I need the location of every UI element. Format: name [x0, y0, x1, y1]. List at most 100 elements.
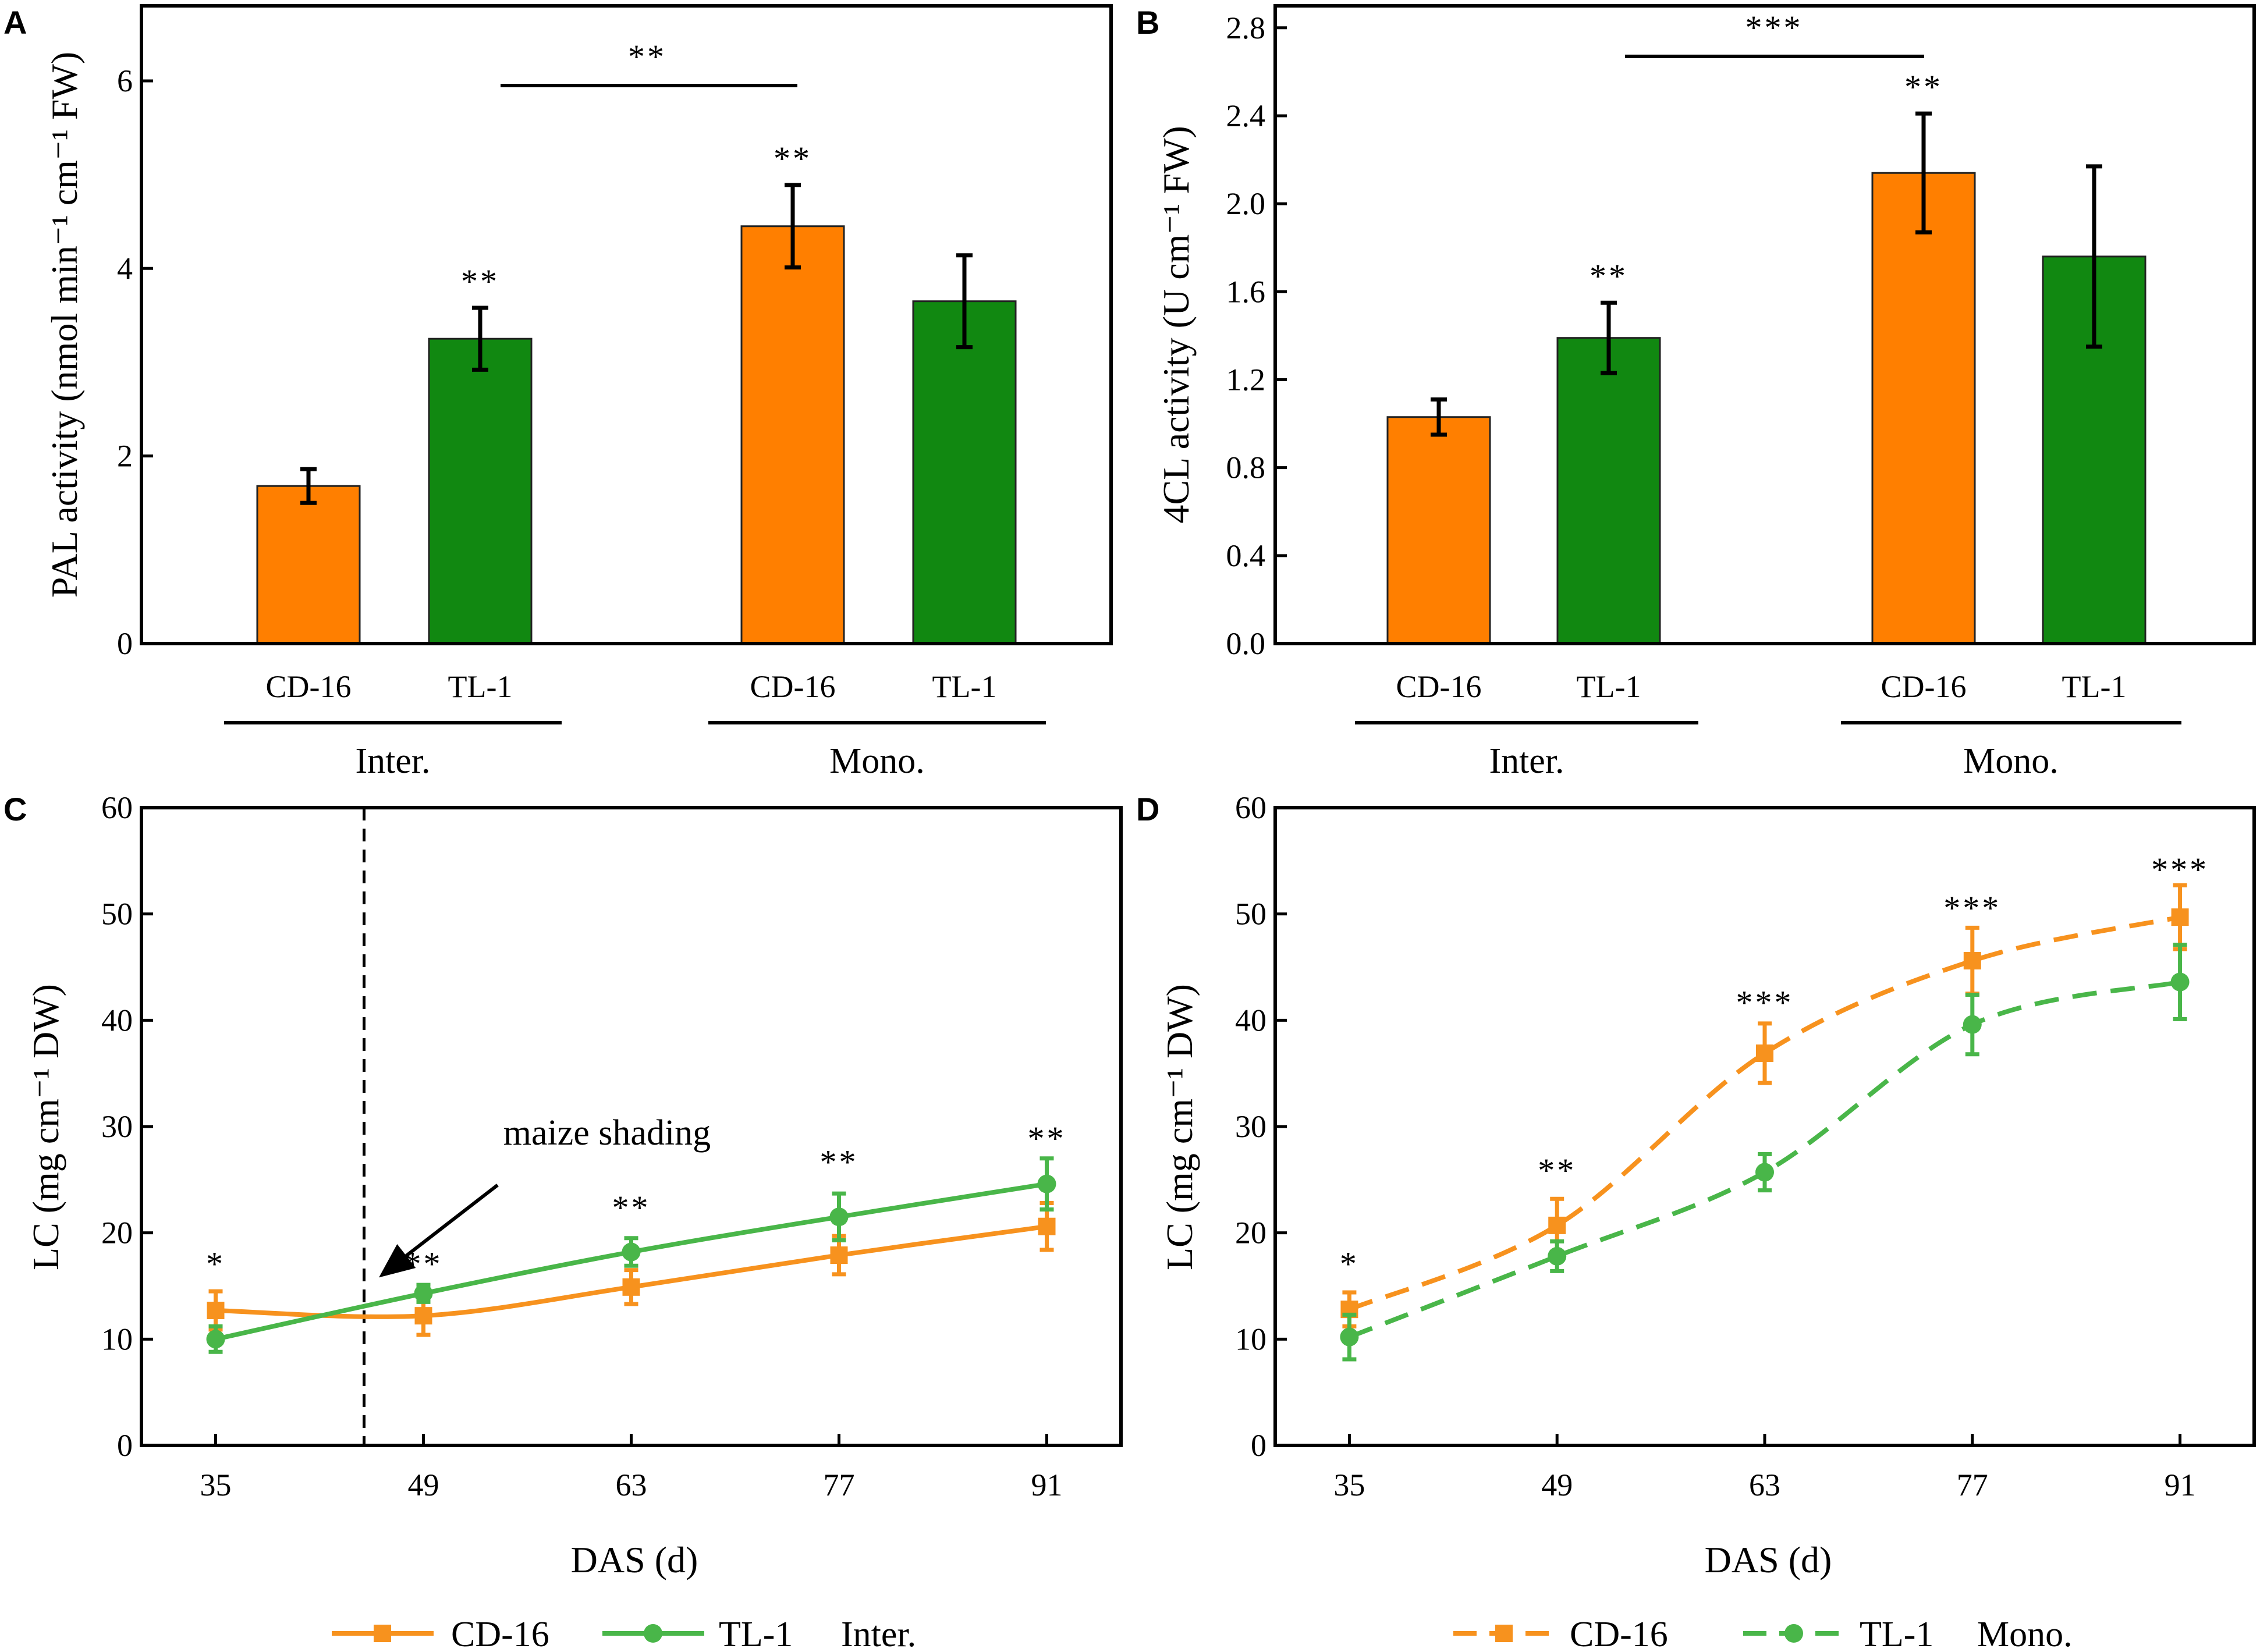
panel-c-annotation-layer: [363, 808, 499, 1445]
series-line-cd-16: [1348, 915, 2181, 1312]
y-tick-label: 1.2: [1226, 362, 1266, 397]
bar-tl-1-inter: [428, 337, 533, 645]
data-point-square: [414, 1307, 432, 1325]
panel-d-axes: 0 10 20 30 40 50 60 35 49 63 77 91: [1235, 790, 2196, 1502]
maize-shading-arrow-head: [379, 1244, 416, 1278]
panel-c-maize-shading-label: maize shading: [503, 1113, 711, 1153]
legend-d-cd16-label: CD-16: [1570, 1615, 1668, 1652]
panel-a-y-axis: 0 2 4 6: [117, 63, 153, 661]
y-tick-label: 30: [101, 1109, 133, 1144]
category-label: CD-16: [266, 669, 352, 704]
category-label: CD-16: [750, 669, 836, 704]
category-label: CD-16: [1881, 669, 1967, 704]
data-point-circle: [1340, 1327, 1359, 1347]
data-point-circle: [414, 1284, 433, 1303]
data-point-circle: [1963, 1015, 1982, 1034]
data-point-circle: [622, 1242, 641, 1262]
bar-cd-16-mono: [740, 225, 845, 645]
bar-cd-16-mono: [1871, 172, 1976, 645]
legend-cd16-square-marker: [374, 1625, 391, 1642]
bracket-significance-label: **: [628, 38, 666, 76]
bar-tl-1-mono: [912, 300, 1017, 645]
data-point-circle: [2170, 972, 2190, 992]
y-tick-label: 0.8: [1226, 450, 1266, 485]
data-point-square: [1038, 1217, 1056, 1235]
panel-b-y-axis: 0.0 0.4 0.8 1.2 1.6 2.0 2.4 2.8: [1226, 10, 1287, 661]
panel-b-y-axis-title: 4CL activity (U cm⁻¹ FW): [1155, 126, 1197, 523]
panel-d-y-axis-title: LC (mg cm⁻¹ DW): [1159, 984, 1200, 1270]
panel-c-axes: 0 10 20 30 40 50 60 35 49 63 77 91: [101, 790, 1063, 1502]
panel-c-y-axis-title: LC (mg cm⁻¹ DW): [25, 984, 66, 1270]
y-tick-label: 2: [117, 439, 133, 474]
panel-letter-b: B: [1136, 4, 1159, 41]
data-point-square: [1548, 1216, 1566, 1234]
significance-label: ***: [1943, 889, 2001, 927]
significance-label: **: [820, 1143, 858, 1181]
panel-b-4cl-chart: 0.00.40.81.21.62.02.42.8 CD-16**TL-1**CD…: [1155, 4, 2256, 781]
y-tick-label: 2.4: [1226, 98, 1266, 133]
y-tick-label: 50: [101, 897, 133, 932]
legend-d-cd16-square-marker: [1495, 1625, 1513, 1642]
panel-a-bars: CD-16 ** TL-1 ** CD-16 TL-1 **: [141, 38, 1111, 704]
significance-label: ***: [1736, 983, 1794, 1021]
significance-label: *: [1340, 1245, 1359, 1283]
x-tick-label: 49: [408, 1468, 439, 1502]
significance-label: *: [206, 1245, 225, 1283]
y-tick-label: 0: [117, 626, 133, 661]
panel-d-series: ************: [1340, 851, 2209, 1362]
significance-label: **: [1028, 1120, 1066, 1157]
significance-label: **: [1904, 68, 1943, 106]
panel-c-legend: CD-16 TL-1 Inter.: [332, 1615, 916, 1652]
legend-c-cd16-label: CD-16: [451, 1615, 549, 1652]
significance-label: **: [461, 262, 499, 300]
y-tick-label: 0: [117, 1428, 133, 1463]
panel-b-bars: CD-16 ** TL-1 ** CD-16 TL-1 ***: [1275, 9, 2254, 704]
panel-d-plot-frame: [1273, 806, 2256, 1447]
y-tick-label: 10: [101, 1321, 133, 1356]
significance-label: **: [1590, 257, 1628, 295]
y-tick-label: 2.8: [1226, 10, 1266, 45]
series-line-tl-1: [1348, 979, 2181, 1340]
x-tick-label: 77: [824, 1468, 855, 1502]
panel-d-x-axis-title: DAS (d): [1705, 1539, 1832, 1580]
y-tick-label: 40: [101, 1003, 133, 1038]
panel-b-group-mono: Mono.: [1963, 741, 2059, 781]
y-tick-label: 10: [1235, 1321, 1266, 1356]
y-tick-label: 50: [1235, 897, 1266, 932]
y-tick-label: 1.6: [1226, 274, 1266, 309]
legend-c-tl1-label: TL-1: [719, 1615, 793, 1652]
x-tick-label: 35: [1333, 1468, 1365, 1502]
panel-a-group-inter: Inter.: [355, 741, 430, 781]
y-tick-label: 0.0: [1226, 626, 1266, 661]
category-label: TL-1: [448, 669, 513, 704]
significance-label: **: [612, 1189, 651, 1227]
data-point-square: [1963, 952, 1981, 970]
data-point-square: [2171, 908, 2189, 926]
category-label: TL-1: [932, 669, 997, 704]
panel-c-series: * ********: [206, 1120, 1066, 1354]
panel-b-group-inter: Inter.: [1489, 741, 1564, 781]
significance-label: **: [405, 1245, 443, 1283]
panel-c-x-axis-title: DAS (d): [571, 1539, 698, 1580]
significance-label: **: [774, 140, 812, 177]
data-point-square: [1756, 1044, 1773, 1062]
y-tick-label: 20: [101, 1216, 133, 1250]
bracket-significance-label: ***: [1745, 9, 1803, 47]
legend-d-tl1-label: TL-1: [1860, 1615, 1933, 1652]
legend-tl1-circle-marker: [644, 1624, 662, 1643]
panel-a-group-mono: Mono.: [829, 741, 925, 781]
x-tick-label: 63: [1749, 1468, 1780, 1502]
data-point-circle: [829, 1207, 849, 1227]
panel-d-legend: CD-16 TL-1 Mono.: [1453, 1615, 2073, 1652]
data-point-circle: [1755, 1163, 1774, 1182]
maize-shading-arrow-shaft: [391, 1184, 499, 1269]
y-tick-label: 40: [1235, 1003, 1266, 1038]
y-tick-label: 60: [1235, 790, 1266, 825]
y-tick-label: 30: [1235, 1109, 1266, 1144]
panel-a-y-axis-title: PAL activity (nmol min⁻¹ cm⁻¹ FW): [44, 52, 85, 598]
data-point-square: [830, 1246, 848, 1264]
significance-label: ***: [2151, 851, 2209, 889]
